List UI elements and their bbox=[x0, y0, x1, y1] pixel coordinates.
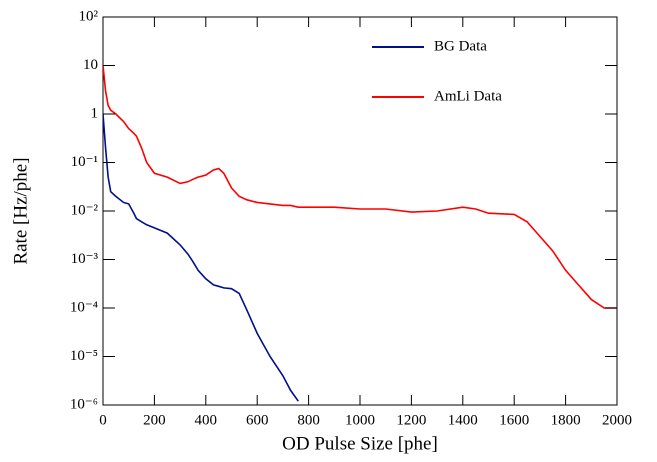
x-tick-label: 1000 bbox=[345, 412, 375, 428]
legend-label: AmLi Data bbox=[434, 88, 502, 104]
y-tick-label: 10⁻⁴ bbox=[70, 299, 98, 315]
plot-area bbox=[103, 65, 617, 402]
x-tick-label: 800 bbox=[297, 412, 320, 428]
data-line bbox=[103, 65, 617, 309]
x-tick-label: 0 bbox=[99, 412, 107, 428]
x-tick-label: 400 bbox=[195, 412, 218, 428]
y-tick-label: 10⁻⁵ bbox=[70, 348, 98, 364]
y-axis-title: Rate [Hz/phe] bbox=[10, 157, 31, 264]
plot-frame bbox=[102, 16, 618, 406]
data-line bbox=[103, 113, 299, 402]
x-axis-title: OD Pulse Size [phe] bbox=[282, 433, 438, 454]
y-tick-label: 1 bbox=[91, 105, 99, 121]
y-tick-label: 10⁻¹ bbox=[71, 154, 98, 170]
x-tick-label: 2000 bbox=[602, 412, 632, 428]
x-tick-label: 1600 bbox=[499, 412, 529, 428]
y-tick-label: 10⁻³ bbox=[71, 251, 99, 267]
y-tick-label: 10² bbox=[79, 8, 99, 24]
x-tick-label: 600 bbox=[246, 412, 269, 428]
x-tick-label: 200 bbox=[143, 412, 166, 428]
y-tick-label: 10⁻² bbox=[71, 202, 99, 218]
y-tick-label: 10 bbox=[83, 57, 98, 73]
x-tick-label: 1400 bbox=[448, 412, 478, 428]
legend-label: BG Data bbox=[434, 38, 487, 54]
y-tick-label: 10⁻⁶ bbox=[70, 396, 98, 412]
x-tick-label: 1800 bbox=[551, 412, 581, 428]
x-tick-label: 1200 bbox=[396, 412, 426, 428]
